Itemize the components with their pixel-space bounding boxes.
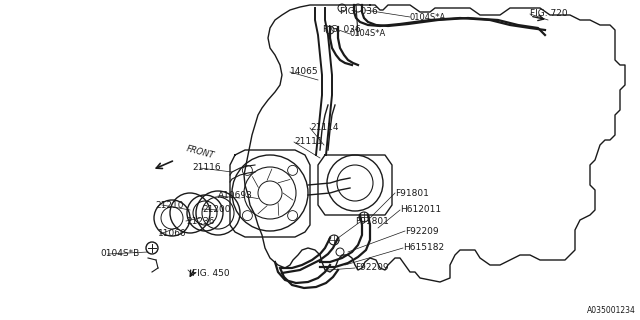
Text: A035001234: A035001234 [587,306,636,315]
Text: 21210: 21210 [155,201,184,210]
Text: F92209: F92209 [355,263,388,273]
Text: 0104S*A: 0104S*A [350,29,387,38]
Text: 21200: 21200 [202,204,230,213]
Text: F91801: F91801 [395,188,429,197]
Text: 21236: 21236 [186,217,214,226]
Text: F92209: F92209 [405,227,438,236]
Text: 0104S*B: 0104S*B [100,250,140,259]
Text: 11060: 11060 [158,229,187,238]
Text: A10693: A10693 [218,191,253,201]
Text: F91801: F91801 [355,218,389,227]
Text: 21111: 21111 [294,138,323,147]
Text: H612011: H612011 [400,205,441,214]
Text: FIG. 036: FIG. 036 [323,26,361,35]
Text: 21116: 21116 [192,164,221,172]
Text: FIG. 720: FIG. 720 [530,10,568,19]
Text: FIG. 036: FIG. 036 [340,7,378,17]
Text: 0104S*A: 0104S*A [410,12,446,21]
Text: FIG. 450: FIG. 450 [192,269,230,278]
Text: H615182: H615182 [403,244,444,252]
Text: FRONT: FRONT [185,144,215,160]
Text: 21114: 21114 [310,124,339,132]
Text: 14065: 14065 [290,68,319,76]
